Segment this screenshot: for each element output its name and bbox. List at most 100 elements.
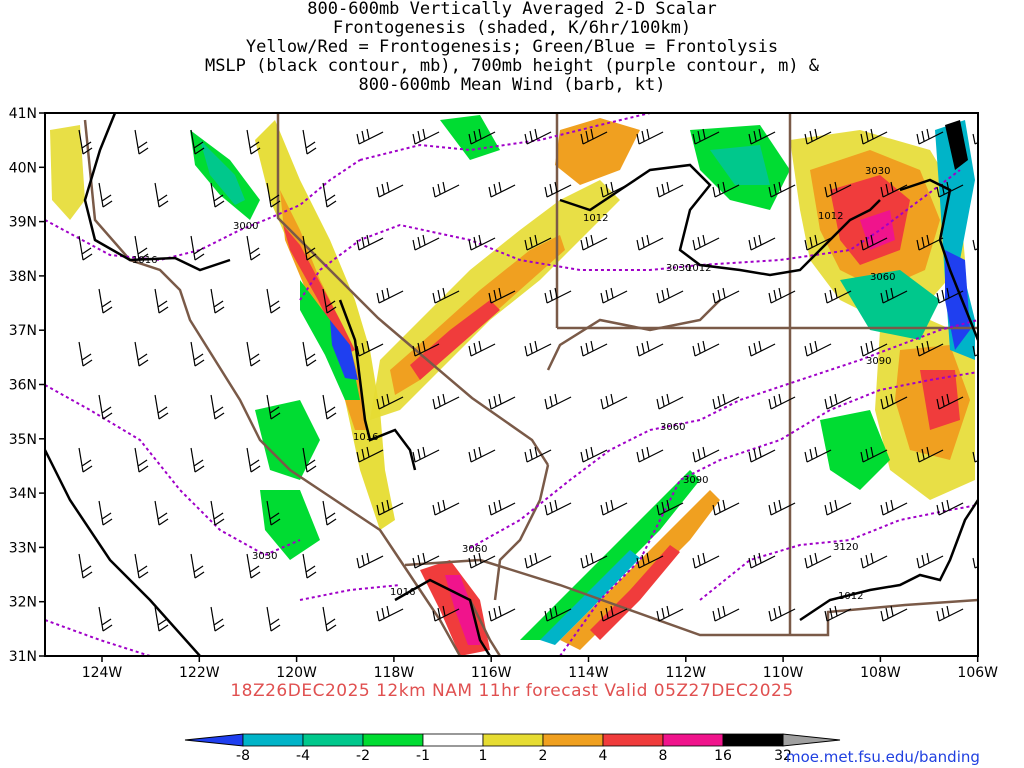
wind-barb bbox=[190, 341, 205, 367]
wind-barb bbox=[488, 393, 516, 410]
wind-barb bbox=[692, 340, 720, 357]
wind-barb bbox=[916, 446, 944, 463]
wind-barb bbox=[748, 340, 776, 357]
wind-barb bbox=[712, 393, 740, 410]
wind-barb bbox=[600, 605, 628, 622]
wind-barb bbox=[246, 447, 261, 473]
lat-tick-label: 40N bbox=[9, 160, 37, 176]
wind-barb bbox=[544, 181, 572, 198]
wind-barb bbox=[356, 446, 384, 463]
wind-barb bbox=[302, 235, 317, 261]
lat-tick-label: 34N bbox=[9, 486, 37, 502]
lat-tick-label: 35N bbox=[9, 432, 37, 448]
lat-tick-label: 33N bbox=[9, 540, 37, 556]
frontolysis-band-central-coast bbox=[255, 400, 320, 480]
lat-tick-label: 38N bbox=[9, 269, 37, 285]
wind-barb bbox=[322, 182, 337, 208]
wind-barb bbox=[936, 393, 964, 410]
mslp-contour-1016-southwest bbox=[45, 449, 201, 656]
colorbar-segment bbox=[542, 733, 604, 747]
wind-barb bbox=[432, 181, 460, 198]
wind-barb bbox=[656, 181, 684, 198]
wind-barb bbox=[302, 447, 317, 473]
wind-barb bbox=[432, 393, 460, 410]
wind-barb bbox=[190, 553, 205, 579]
wind-barb bbox=[98, 606, 113, 632]
wind-barb bbox=[78, 235, 93, 261]
wind-barb bbox=[580, 446, 608, 463]
wind-barb bbox=[580, 340, 608, 357]
frontolysis-band-newmexico bbox=[820, 410, 890, 490]
height-contour-3030-sw bbox=[45, 619, 151, 656]
height-label: 3000 bbox=[233, 221, 258, 232]
wind-barb bbox=[98, 500, 113, 526]
colorado-river bbox=[493, 464, 550, 601]
colorbar-label: -4 bbox=[296, 748, 310, 764]
wind-barb bbox=[692, 446, 720, 463]
wind-barb bbox=[804, 340, 832, 357]
wind-barb bbox=[246, 341, 261, 367]
wind-barb bbox=[356, 234, 384, 251]
height-label: 3030 bbox=[865, 166, 890, 177]
wind-barb bbox=[78, 447, 93, 473]
colorbar-label: -2 bbox=[356, 748, 370, 764]
frontogenesis-band-sierra-peak bbox=[283, 225, 355, 355]
map-title-line-3: Yellow/Red = Frontogenesis; Green/Blue =… bbox=[245, 37, 779, 57]
wind-barb bbox=[302, 129, 317, 155]
wind-barb bbox=[880, 499, 908, 516]
wind-barb bbox=[544, 605, 572, 622]
wind-barb bbox=[972, 237, 978, 251]
wind-barb bbox=[98, 394, 113, 420]
frontogenesis-band-west-coast bbox=[50, 125, 85, 220]
mslp-label: 1012 bbox=[838, 591, 863, 602]
wind-barb bbox=[993, 606, 1019, 621]
wind-barb bbox=[154, 394, 169, 420]
wind-barb bbox=[412, 340, 440, 357]
wind-barb bbox=[936, 499, 964, 516]
wind-barb bbox=[322, 606, 337, 632]
wind-barb bbox=[210, 394, 225, 420]
wind-barb bbox=[78, 129, 93, 155]
height-contour-3030-north-low bbox=[299, 584, 401, 601]
wind-barb bbox=[412, 128, 440, 145]
wind-barb bbox=[210, 182, 225, 208]
height-label: 3090 bbox=[866, 356, 891, 367]
wind-barb bbox=[972, 449, 978, 463]
map-title-line-4: MSLP (black contour, mb), 700mb height (… bbox=[204, 56, 820, 76]
wind-barb bbox=[804, 552, 832, 569]
wind-barb bbox=[432, 287, 460, 304]
height-contour-3090 bbox=[559, 371, 978, 656]
wind-barb bbox=[488, 287, 516, 304]
wind-barb bbox=[266, 500, 281, 526]
source-credit[interactable]: moe.met.fsu.edu/banding bbox=[786, 748, 980, 766]
mslp-contour-1012-utah bbox=[559, 163, 881, 277]
wind-barb bbox=[636, 552, 664, 569]
lon-tick-label: 124W bbox=[82, 665, 123, 681]
wind-barb bbox=[544, 393, 572, 410]
lon-tick-label: 120W bbox=[276, 665, 317, 681]
mslp-label: 1012 bbox=[818, 211, 843, 222]
height-label: 3060 bbox=[462, 544, 487, 555]
wind-barb bbox=[768, 605, 796, 622]
wind-barb bbox=[544, 499, 572, 516]
wind-barb bbox=[824, 499, 852, 516]
gulf-of-california-coast bbox=[468, 599, 502, 656]
wind-barb bbox=[692, 552, 720, 569]
wind-barb bbox=[860, 446, 888, 463]
wind-barb bbox=[376, 499, 404, 516]
wind-barb bbox=[210, 606, 225, 632]
frontolysis-band-arizona-core bbox=[540, 550, 640, 645]
wind-barb bbox=[134, 129, 149, 155]
wind-barb bbox=[804, 446, 832, 463]
wind-barb bbox=[468, 552, 496, 569]
wind-barb bbox=[190, 447, 205, 473]
lat-tick-label: 41N bbox=[9, 106, 37, 122]
wind-barb bbox=[190, 129, 205, 155]
wind-barb bbox=[936, 287, 964, 304]
frontolysis-band-north-coast-core bbox=[200, 140, 245, 205]
political-borders bbox=[83, 113, 978, 656]
frontogenesis-band-utah-north bbox=[555, 118, 640, 185]
wind-barb bbox=[748, 446, 776, 463]
wind-barb bbox=[134, 235, 149, 261]
wind-barb bbox=[972, 343, 978, 357]
